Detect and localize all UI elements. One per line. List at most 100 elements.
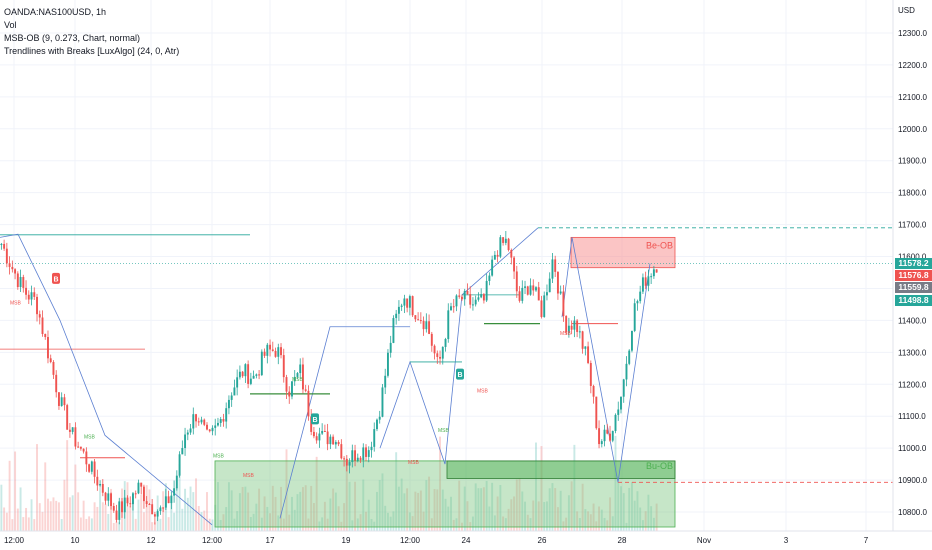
candle-body [326, 431, 329, 445]
volume-bar [145, 485, 148, 531]
candle-body [123, 497, 126, 513]
volume-bar [600, 509, 603, 531]
candle-body [373, 429, 376, 447]
volume-bar [293, 509, 296, 531]
volume-bar [655, 503, 658, 531]
price-label: 11800.0 [898, 189, 927, 198]
volume-bar [611, 516, 614, 531]
candle-body [496, 254, 499, 257]
candle-body [652, 269, 655, 277]
candle-body [214, 425, 217, 428]
volume-bar [381, 473, 384, 531]
volume-bar [408, 512, 411, 531]
volume-bar [285, 449, 288, 531]
candle-body [419, 320, 422, 322]
volume-bar [469, 522, 472, 531]
volume-bar [581, 483, 584, 531]
volume-bar [96, 506, 99, 531]
candle-body [310, 416, 313, 432]
candle-body [532, 285, 535, 291]
volume-bar [173, 512, 176, 531]
price-label: 11300.0 [898, 348, 927, 357]
candle-body [529, 285, 532, 295]
volume-bar [233, 518, 236, 531]
candle-body [5, 248, 8, 264]
candle-body [178, 454, 181, 476]
volume-bar [551, 483, 554, 531]
candle-body [620, 396, 622, 410]
candle-body [132, 493, 134, 505]
volume-bar [537, 501, 540, 531]
price-label: 12100.0 [898, 93, 927, 102]
candle-body [482, 294, 485, 301]
volume-bar [639, 507, 642, 531]
candle-body [44, 333, 47, 338]
volume-bar [376, 491, 378, 531]
volume-bar [606, 520, 609, 531]
candle-body [74, 427, 77, 447]
volume-bar [110, 488, 112, 531]
volume-bar [502, 516, 505, 531]
candle-body [96, 476, 99, 486]
volume-bar [249, 516, 252, 531]
volume-bar [614, 435, 617, 531]
candle-body [458, 295, 461, 297]
legend-symbol[interactable]: OANDA:NAS100USD, 1h [4, 7, 107, 17]
volume-bar [36, 444, 38, 531]
price-label: 12200.0 [898, 61, 927, 70]
zigzag-line-3 [379, 227, 539, 465]
volume-bar [403, 493, 406, 531]
candle-body [66, 405, 69, 430]
volume-bar [370, 518, 373, 531]
volume-bar [348, 481, 351, 531]
candle-body [101, 484, 104, 493]
volume-bar [151, 522, 154, 531]
time-axis[interactable]: 12:00 10 12 12:00 17 19 12:00 24 26 28 Nov 3 7 [4, 536, 869, 545]
time-label: 12 [147, 536, 156, 545]
volume-bar [82, 500, 85, 531]
price-axis[interactable]: 12300.0 12200.0 12100.0 12000.0 11900.0 11800… [898, 29, 927, 517]
candle-body [258, 374, 261, 376]
volume-bar [0, 484, 3, 531]
legend-vol[interactable]: Vol [4, 20, 17, 30]
candle-body [562, 291, 565, 317]
msb-label: MSB [213, 454, 225, 460]
candle-body [515, 271, 518, 292]
volume-bar [57, 502, 60, 531]
candle-body [25, 287, 28, 295]
volume-bar [367, 499, 370, 531]
volume-bar [636, 491, 639, 531]
volume-bar [573, 444, 576, 531]
volume-bar [515, 479, 518, 531]
volume-bar [592, 503, 595, 531]
candle-body [554, 259, 557, 272]
candle-body [255, 374, 258, 376]
candle-body [19, 277, 22, 288]
bullish-order-block-inner [446, 460, 676, 479]
candle-body [559, 291, 562, 294]
candle-body [565, 316, 568, 333]
volume-bar [222, 514, 225, 531]
candle-body [36, 296, 38, 315]
candle-body [260, 351, 263, 376]
candle-body [524, 286, 526, 288]
candle-body [502, 237, 505, 243]
annotations: Be-OB Bu-OB MSB MSB MSB MSB MSB MSB MSB MSB MSB B B B [10, 241, 673, 479]
legend-msb[interactable]: MSB-OB (9, 0.273, Chart, normal) [4, 33, 141, 43]
candle-body [85, 451, 88, 465]
volume-bar [140, 494, 143, 531]
volume-bar [524, 501, 526, 531]
volume-bar [16, 508, 19, 531]
legend-trend[interactable]: Trendlines with Breaks [LuxAlgo] (24, 0,… [4, 46, 180, 56]
volume-bar [238, 493, 241, 531]
candle-body [408, 296, 411, 308]
volume-bar [318, 521, 321, 531]
volume-bar [444, 498, 447, 531]
volume-bar [543, 501, 546, 531]
volume-bar [452, 519, 455, 531]
volume-bar [132, 497, 134, 531]
candle-body [137, 482, 140, 494]
time-label: 17 [266, 536, 275, 545]
volume-bar [25, 507, 28, 531]
